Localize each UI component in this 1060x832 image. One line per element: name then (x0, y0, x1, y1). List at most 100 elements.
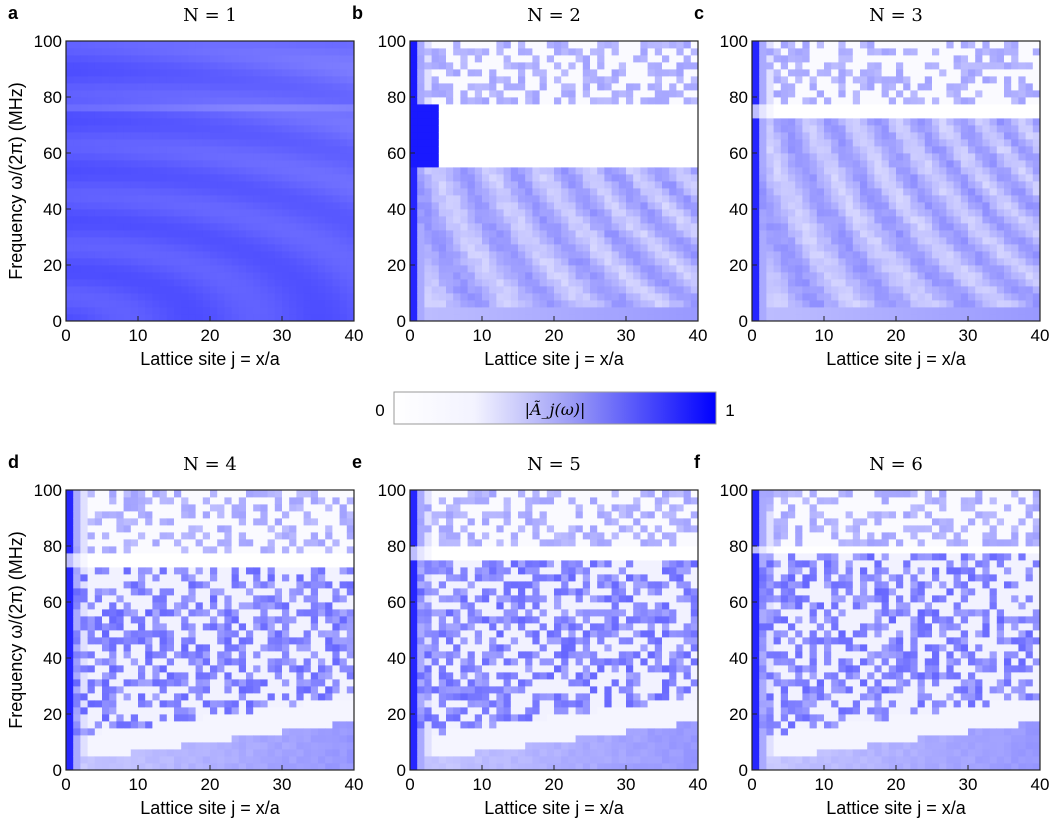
panel-title: N = 2 (527, 5, 581, 26)
heatmap-cell (860, 153, 868, 161)
heatmap-cell (903, 209, 911, 217)
heatmap-cell (626, 258, 634, 266)
heatmap-cell (303, 41, 312, 49)
heatmap-cell (296, 69, 304, 77)
heatmap-cell (917, 307, 926, 315)
heatmap-cell (231, 237, 240, 245)
heatmap-cell (274, 251, 283, 259)
heatmap-cell (546, 251, 555, 259)
heatmap-cell (597, 125, 605, 133)
heatmap-cell (1011, 97, 1019, 105)
heatmap-cell (996, 244, 1005, 252)
heatmap-cell (788, 167, 796, 175)
heatmap-cell (824, 181, 832, 189)
heatmap-cell (467, 244, 476, 252)
heatmap-cell (73, 637, 81, 645)
heatmap-cell (174, 272, 182, 280)
heatmap-cell (903, 118, 911, 126)
heatmap-cell (246, 286, 254, 294)
heatmap-cell (1011, 230, 1019, 238)
heatmap-cell (683, 174, 692, 182)
heatmap-cell (996, 216, 1005, 224)
heatmap-cell (903, 174, 911, 182)
heatmap-cell (1025, 202, 1034, 210)
heatmap-cell (575, 167, 584, 175)
heatmap-cell (845, 83, 854, 91)
heatmap-cell (1011, 181, 1019, 189)
heatmap-cell (424, 104, 432, 112)
heatmap-cell (438, 209, 447, 217)
heatmap-cell (780, 307, 789, 315)
heatmap-cell (953, 97, 962, 105)
heatmap-cell (676, 104, 684, 112)
heatmap-cell (289, 146, 297, 154)
heatmap-cell (474, 41, 483, 49)
heatmap-cell (917, 314, 926, 322)
heatmap-cell (174, 118, 182, 126)
heatmap-cell (339, 69, 348, 77)
heatmap-cell (924, 146, 933, 154)
heatmap-cell (482, 216, 490, 224)
heatmap-cell (80, 286, 88, 294)
y-tick-label: 100 (378, 32, 406, 51)
heatmap-cell (780, 258, 789, 266)
heatmap-cell (424, 160, 432, 168)
heatmap-cell (289, 125, 297, 133)
heatmap-cell (116, 111, 124, 119)
heatmap-cell (924, 251, 933, 259)
heatmap-cell (654, 146, 663, 154)
heatmap-cell (766, 76, 774, 84)
heatmap-cell (145, 146, 153, 154)
heatmap-cell (860, 69, 868, 77)
heatmap-cell (788, 223, 796, 231)
heatmap-cell (561, 195, 569, 203)
heatmap-cell (590, 188, 598, 196)
heatmap-cell (888, 293, 897, 301)
heatmap-cell (932, 111, 940, 119)
heatmap-cell (282, 83, 290, 91)
heatmap-cell (94, 188, 103, 196)
heatmap-cell (424, 293, 432, 301)
heatmap-cell (109, 90, 117, 98)
heatmap-cell (446, 69, 454, 77)
heatmap-cell (410, 272, 418, 280)
heatmap-cell (780, 41, 789, 49)
heatmap-cell (546, 62, 555, 70)
heatmap-cell (460, 62, 468, 70)
heatmap-cell (968, 307, 976, 315)
heatmap-cell (66, 272, 74, 280)
heatmap-cell (253, 265, 261, 273)
heatmap-cell (66, 83, 74, 91)
heatmap-cell (66, 97, 74, 105)
y-tick-label: 60 (729, 144, 748, 163)
heatmap-cell (339, 41, 348, 49)
heatmap-cell (446, 202, 454, 210)
heatmap-cell (152, 251, 160, 259)
heatmap-cell (759, 195, 767, 203)
heatmap-cell (888, 237, 897, 245)
heatmap-cell (181, 244, 189, 252)
heatmap-cell (788, 153, 796, 161)
heatmap-cell (410, 279, 418, 287)
heatmap-cell (296, 146, 304, 154)
heatmap-cell (676, 118, 684, 126)
heatmap-cell (968, 251, 976, 259)
heatmap-cell (539, 272, 548, 280)
heatmap-cell (960, 76, 969, 84)
heatmap-cell (282, 314, 290, 322)
heatmap-cell (780, 209, 789, 217)
heatmap-cell (683, 202, 692, 210)
heatmap-cell (766, 139, 774, 147)
heatmap-cell (217, 153, 225, 161)
heatmap-cell (561, 139, 569, 147)
heatmap-cell (852, 48, 861, 56)
heatmap-cell (845, 48, 854, 56)
heatmap-cell (662, 216, 670, 224)
heatmap-cell (780, 104, 789, 112)
heatmap-cell (496, 279, 504, 287)
heatmap-cell (116, 167, 124, 175)
heatmap-cell (246, 41, 254, 49)
heatmap-cell (546, 209, 555, 217)
heatmap-cell (152, 83, 160, 91)
heatmap-cell (838, 125, 846, 133)
